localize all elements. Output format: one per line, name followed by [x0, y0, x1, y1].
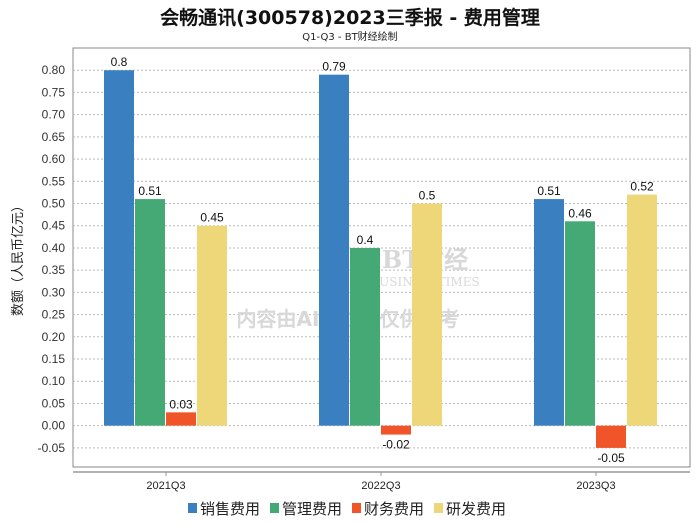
y-tick-label: 0.30 — [42, 285, 66, 299]
y-tick-label: 0.10 — [42, 374, 66, 388]
y-tick-label: 0.60 — [42, 152, 66, 166]
x-tick-label: 2021Q3 — [146, 480, 185, 492]
data-label: 0.51 — [537, 184, 561, 198]
y-tick-label: 0.70 — [42, 108, 66, 122]
bar-销售费用-2022Q3 — [319, 74, 349, 426]
y-tick-label: 0.80 — [42, 63, 66, 77]
data-label: 0.45 — [200, 211, 224, 225]
chart-subtitle: Q1-Q3 - BT财经绘制 — [302, 32, 398, 43]
bar-管理费用-2022Q3 — [350, 247, 380, 426]
bar-研发费用-2021Q3 — [197, 225, 227, 426]
x-tick-label: 2023Q3 — [576, 480, 615, 492]
y-tick-label: 0.75 — [42, 85, 66, 99]
y-tick-label: 0.25 — [42, 308, 66, 322]
y-tick-label: 0.45 — [42, 219, 66, 233]
bar-研发费用-2023Q3 — [627, 194, 657, 426]
data-label: 0.79 — [322, 60, 346, 74]
y-tick-label: 0.35 — [42, 263, 66, 277]
bar-财务费用-2023Q3 — [596, 425, 626, 448]
bar-财务费用-2022Q3 — [381, 425, 411, 435]
data-label: 0.5 — [419, 189, 436, 203]
y-tick-label: -0.05 — [38, 441, 66, 455]
y-tick-label: 0.15 — [42, 352, 66, 366]
y-axis-label: 数额（人民币亿元） — [11, 199, 26, 316]
y-tick-label: 0.05 — [42, 396, 66, 410]
bar-财务费用-2021Q3 — [166, 412, 196, 426]
legend-label: 销售费用 — [200, 500, 260, 518]
y-tick-label: 0.20 — [42, 330, 66, 344]
legend-swatch — [270, 503, 279, 513]
data-label: 0.8 — [111, 55, 128, 69]
data-label: -0.02 — [382, 438, 410, 452]
y-tick-label: 0.40 — [42, 241, 66, 255]
chart-title: 会畅通讯(300578)2023三季报 - 费用管理 — [160, 7, 540, 29]
bar-销售费用-2023Q3 — [534, 199, 564, 426]
data-label: 0.03 — [169, 397, 193, 411]
x-tick-label: 2022Q3 — [361, 480, 400, 492]
data-label: 0.52 — [630, 180, 654, 194]
legend-swatch — [352, 503, 361, 513]
legend-swatch — [434, 503, 443, 513]
bar-销售费用-2021Q3 — [104, 70, 134, 426]
data-label: 0.51 — [138, 184, 162, 198]
y-tick-label: 0.50 — [42, 197, 66, 211]
data-label: 0.4 — [357, 233, 374, 247]
legend-label: 管理费用 — [282, 500, 342, 518]
legend-label: 财务费用 — [364, 500, 424, 518]
legend-label: 研发费用 — [446, 500, 506, 518]
bar-管理费用-2021Q3 — [135, 199, 165, 426]
bar-研发费用-2022Q3 — [412, 203, 442, 426]
data-label: -0.05 — [597, 451, 625, 465]
data-label: 0.46 — [568, 206, 592, 220]
y-tick-label: 0.65 — [42, 130, 66, 144]
bar-管理费用-2023Q3 — [565, 221, 595, 426]
y-tick-label: 0.55 — [42, 174, 66, 188]
y-tick-label: 0.00 — [42, 419, 66, 433]
legend-swatch — [188, 503, 197, 513]
